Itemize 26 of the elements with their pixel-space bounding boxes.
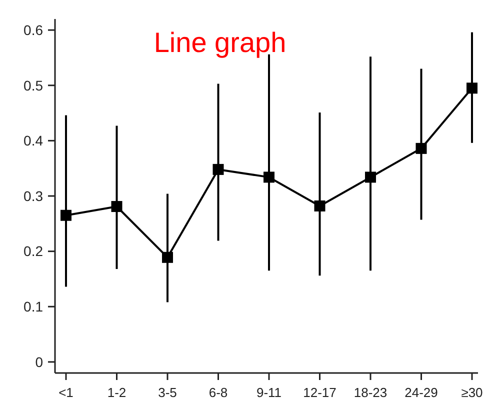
chart-title: Line graph xyxy=(154,27,286,58)
point xyxy=(466,82,478,94)
y-tick-label: 0.5 xyxy=(24,77,44,94)
x-tick-label: 6-8 xyxy=(208,385,228,400)
point xyxy=(264,172,274,183)
y-tick-label: 0.3 xyxy=(24,188,44,204)
point xyxy=(212,164,224,175)
x-tick-label: 1-2 xyxy=(107,385,126,400)
x-tick-label: ≥30 xyxy=(461,385,483,400)
x-tick-label: 3-5 xyxy=(158,385,177,400)
point xyxy=(111,201,122,212)
y-tick-label: 0.2 xyxy=(24,243,44,260)
point xyxy=(60,210,72,221)
x-tick-label: 12-17 xyxy=(303,385,336,400)
y-tick-label: 0 xyxy=(35,354,44,370)
x-tick-label: 18-23 xyxy=(354,385,388,400)
point xyxy=(314,200,326,212)
x-tick-label: 9-11 xyxy=(256,385,282,400)
point xyxy=(416,142,427,154)
point xyxy=(365,172,376,183)
y-tick-label: 0.6 xyxy=(24,22,44,38)
x-tick-label: <1 xyxy=(58,385,74,400)
y-tick-label: 0.4 xyxy=(24,132,44,149)
point xyxy=(162,252,173,263)
x-tick-label: 24-29 xyxy=(404,385,438,400)
y-tick-label: 0.1 xyxy=(24,298,44,315)
